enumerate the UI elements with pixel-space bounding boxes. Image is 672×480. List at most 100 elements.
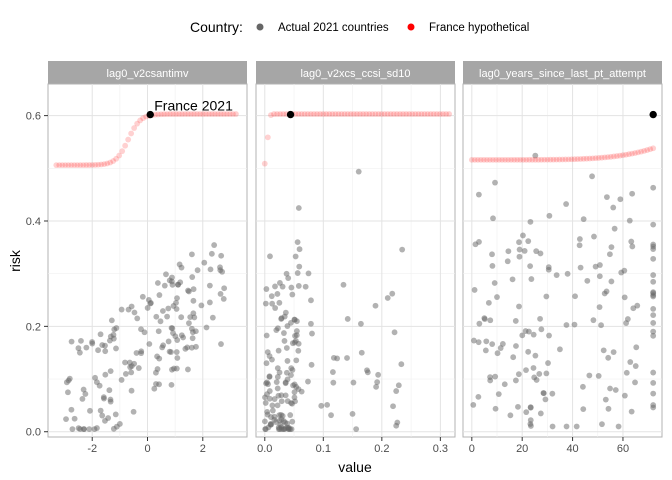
france-hypothetical-point (502, 156, 508, 163)
y-tick-label: 0.6 (26, 111, 41, 123)
actual-country-point (185, 366, 191, 373)
france-hypothetical-point (481, 156, 487, 163)
actual-country-point (188, 325, 195, 332)
actual-country-point (174, 337, 181, 343)
actual-country-point (330, 354, 337, 361)
france-hypothetical-point (341, 111, 348, 117)
actual-country-point (218, 341, 224, 347)
actual-country-point (296, 246, 303, 253)
actual-country-point (374, 379, 381, 386)
actual-country-point (266, 395, 273, 402)
actual-country-point (86, 426, 93, 432)
x-tick-label: 60 (617, 443, 629, 455)
france-hypothetical-point (635, 149, 641, 156)
actual-country-point (263, 332, 270, 339)
france-hypothetical-point (511, 156, 518, 163)
france-hypothetical-point (477, 156, 484, 163)
france-hypothetical-point (517, 156, 524, 163)
france-hypothetical-point (155, 111, 161, 118)
actual-country-point (375, 371, 382, 378)
france-hypothetical-point (95, 161, 102, 168)
actual-country-point (470, 337, 477, 344)
actual-country-point (509, 276, 516, 283)
actual-country-point (178, 332, 185, 339)
x-tick-label: 2 (200, 443, 206, 455)
actual-country-point (553, 272, 560, 279)
actual-country-point (598, 322, 604, 329)
france-hypothetical-point (326, 111, 333, 117)
france-hypothetical-point (83, 162, 90, 168)
actual-country-point (532, 352, 539, 359)
france-hypothetical-point (614, 153, 620, 159)
actual-country-point (611, 225, 618, 232)
actual-country-point (189, 274, 196, 280)
france-hypothetical-point (499, 156, 505, 163)
legend-label-actual: Actual 2021 countries (278, 22, 389, 34)
actual-country-point (512, 318, 519, 324)
facet-strip-3 (463, 61, 662, 84)
france-hypothetical-point (430, 111, 437, 117)
france-hypothetical-point (206, 111, 212, 117)
actual-country-point (267, 421, 274, 428)
actual-country-point (483, 338, 490, 345)
france-hypothetical-point (212, 111, 218, 117)
france-hypothetical-point (200, 111, 206, 117)
legend-label-france: France hypothetical (429, 22, 529, 34)
actual-country-point (291, 381, 298, 388)
actual-country-point (603, 288, 610, 295)
actual-country-point (63, 416, 69, 423)
actual-country-point (633, 344, 640, 351)
france-hypothetical-point (644, 147, 651, 153)
actual-country-point (600, 347, 607, 354)
actual-country-point (549, 423, 556, 430)
actual-country-point (276, 299, 283, 306)
france-hypothetical-point (544, 156, 551, 163)
actual-country-point (107, 398, 114, 405)
actual-country-point (563, 322, 570, 328)
actual-country-point (287, 412, 294, 418)
actual-country-point (262, 426, 269, 432)
actual-country-point (154, 280, 161, 286)
actual-country-point (398, 361, 405, 368)
france-hypothetical-point (277, 111, 284, 117)
france-hypothetical-point (65, 162, 72, 169)
x-axis-title: value (338, 459, 372, 475)
actual-country-point (201, 259, 208, 266)
actual-country-point (266, 373, 273, 380)
actual-country-point (308, 320, 314, 327)
france-hypothetical-point (523, 156, 530, 163)
actual-country-point (151, 385, 158, 392)
legend-key-france (407, 23, 415, 31)
actual-country-point (278, 392, 285, 399)
actual-country-point (650, 332, 657, 339)
france-2021-annotation: France 2021 (154, 98, 233, 114)
actual-country-point (268, 293, 275, 300)
actual-country-point (525, 348, 532, 355)
actual-country-point (282, 380, 289, 387)
france-hypothetical-point (173, 111, 179, 117)
legend-title: Country: (190, 19, 243, 35)
actual-country-point (161, 282, 168, 289)
actual-country-point (516, 239, 522, 246)
actual-country-point (537, 315, 543, 322)
actual-country-point (516, 246, 523, 253)
actual-country-point (278, 398, 285, 405)
actual-country-point (156, 292, 163, 298)
actual-country-point (596, 304, 603, 310)
france-hypothetical-point (128, 130, 135, 137)
actual-country-point (607, 385, 613, 392)
actual-country-point (629, 190, 636, 197)
actual-country-point (650, 278, 657, 285)
actual-country-point (543, 293, 550, 300)
france-hypothetical-point (505, 156, 511, 163)
france-hypothetical-point (532, 156, 539, 163)
actual-country-point (526, 328, 532, 335)
actual-country-point (108, 317, 115, 324)
actual-country-point (632, 379, 638, 386)
france-hypothetical-point (158, 111, 164, 118)
actual-country-point (283, 270, 290, 277)
france-hypothetical-point (427, 111, 434, 117)
facet-strip-1 (48, 61, 247, 84)
actual-country-point (372, 302, 379, 309)
actual-country-point (127, 364, 134, 371)
